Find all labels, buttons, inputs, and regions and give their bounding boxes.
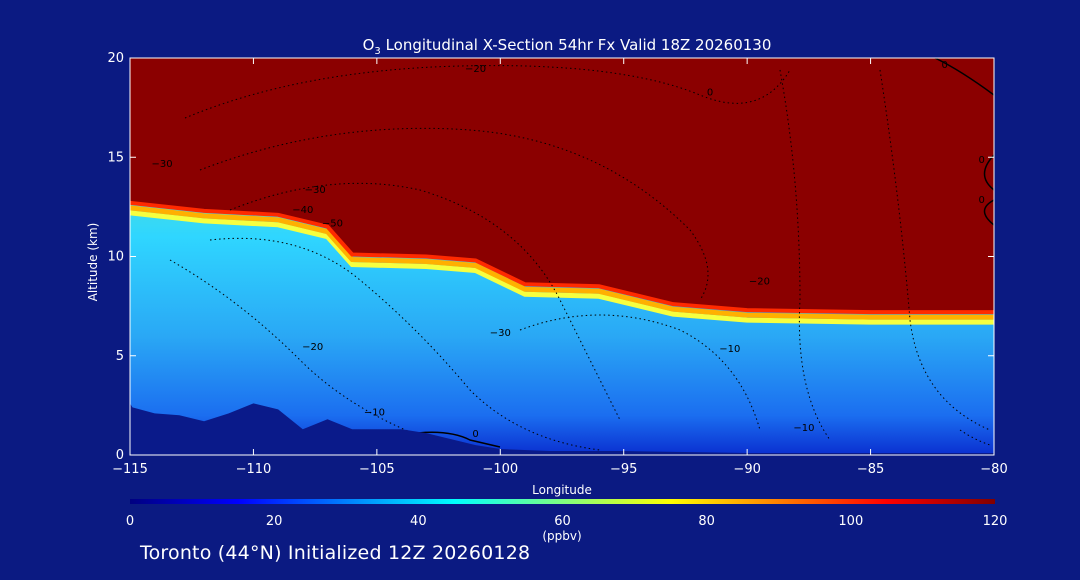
contour-label: 0 bbox=[707, 88, 713, 99]
x-tick-label: −95 bbox=[610, 462, 637, 477]
contour-label: 0 bbox=[978, 155, 984, 166]
colorbar-ticks: 0 20 40 60 80 100 120 bbox=[126, 514, 1008, 529]
contour-label: −20 bbox=[465, 64, 486, 75]
x-tick-label: −110 bbox=[236, 462, 272, 477]
dotted-contour-line bbox=[879, 69, 991, 431]
solid-zero-contour bbox=[417, 431, 501, 448]
y-axis: 0 5 10 15 20 bbox=[107, 51, 994, 463]
dotted-contour-line bbox=[199, 127, 709, 301]
tropopause-yellow-band bbox=[130, 210, 994, 325]
colorbar-tick-label: 80 bbox=[698, 514, 715, 529]
x-axis: −115 −110 −105 −100 −95 −90 −85 −80 bbox=[112, 58, 1008, 477]
colorbar-tick-label: 20 bbox=[266, 514, 283, 529]
contour-label: −30 bbox=[490, 328, 511, 339]
y-tick-label: 5 bbox=[116, 349, 124, 364]
footer-caption: Toronto (44°N) Initialized 12Z 20260128 bbox=[140, 542, 531, 564]
plot-area: −20 0 0 −30 −30 −40 −50 −20 −30 −20 −10 −10 0 −10 0 0 bbox=[130, 58, 994, 455]
x-tick-label: −115 bbox=[112, 462, 148, 477]
y-tick-label: 0 bbox=[116, 448, 124, 463]
x-tick-label: −100 bbox=[482, 462, 518, 477]
x-tick-label: −90 bbox=[733, 462, 760, 477]
colorbar-tick-label: 60 bbox=[554, 514, 571, 529]
contour-label: −30 bbox=[152, 159, 173, 170]
colorbar-gradient bbox=[130, 499, 995, 504]
terrain-mask bbox=[130, 403, 994, 455]
x-tick-label: −85 bbox=[857, 462, 884, 477]
tropopause-orange-band bbox=[130, 205, 994, 320]
contour-label: −50 bbox=[322, 219, 343, 230]
y-tick-label: 20 bbox=[107, 51, 124, 66]
dotted-contour-line bbox=[229, 182, 621, 421]
colorbar: 0 20 40 60 80 100 120 (ppbv) bbox=[126, 499, 1008, 543]
dotted-contour-line bbox=[779, 69, 831, 441]
contour-label: 0 bbox=[978, 195, 984, 206]
contour-label: −10 bbox=[364, 407, 385, 418]
contour-label: −10 bbox=[719, 344, 740, 355]
tropopause-gradient-band bbox=[130, 200, 994, 315]
contour-label: −20 bbox=[302, 342, 323, 353]
contour-label: −10 bbox=[793, 423, 814, 434]
colorbar-unit-label: (ppbv) bbox=[542, 529, 581, 543]
contour-label: −30 bbox=[305, 185, 326, 196]
contour-lines bbox=[169, 58, 994, 451]
y-tick-label: 10 bbox=[107, 250, 124, 265]
x-tick-label: −105 bbox=[359, 462, 395, 477]
x-tick-label: −80 bbox=[980, 462, 1007, 477]
y-tick-label: 15 bbox=[107, 150, 124, 165]
solid-zero-contour bbox=[934, 58, 994, 96]
y-axis-label: Altitude (km) bbox=[86, 223, 100, 302]
x-axis-label: Longitude bbox=[532, 483, 592, 497]
colorbar-tick-label: 40 bbox=[410, 514, 427, 529]
colorbar-tick-label: 100 bbox=[838, 514, 863, 529]
colorbar-tick-label: 120 bbox=[983, 514, 1008, 529]
contour-label: 0 bbox=[472, 429, 478, 440]
stratospheric-ozone-region bbox=[130, 58, 994, 313]
chart-title: O3 Longitudinal X-Section 54hr Fx Valid … bbox=[363, 36, 772, 57]
colorbar-tick-label: 0 bbox=[126, 514, 134, 529]
contour-label: 0 bbox=[941, 60, 947, 71]
solid-zero-contour bbox=[983, 154, 994, 226]
dotted-contour-line bbox=[184, 65, 791, 119]
contour-label: −20 bbox=[749, 276, 770, 287]
contour-label: −40 bbox=[292, 205, 313, 216]
contour-labels: −20 0 0 −30 −30 −40 −50 −20 −30 −20 −10 −10 0 −10 0 0 bbox=[152, 60, 985, 440]
dotted-contour-line bbox=[169, 259, 431, 441]
